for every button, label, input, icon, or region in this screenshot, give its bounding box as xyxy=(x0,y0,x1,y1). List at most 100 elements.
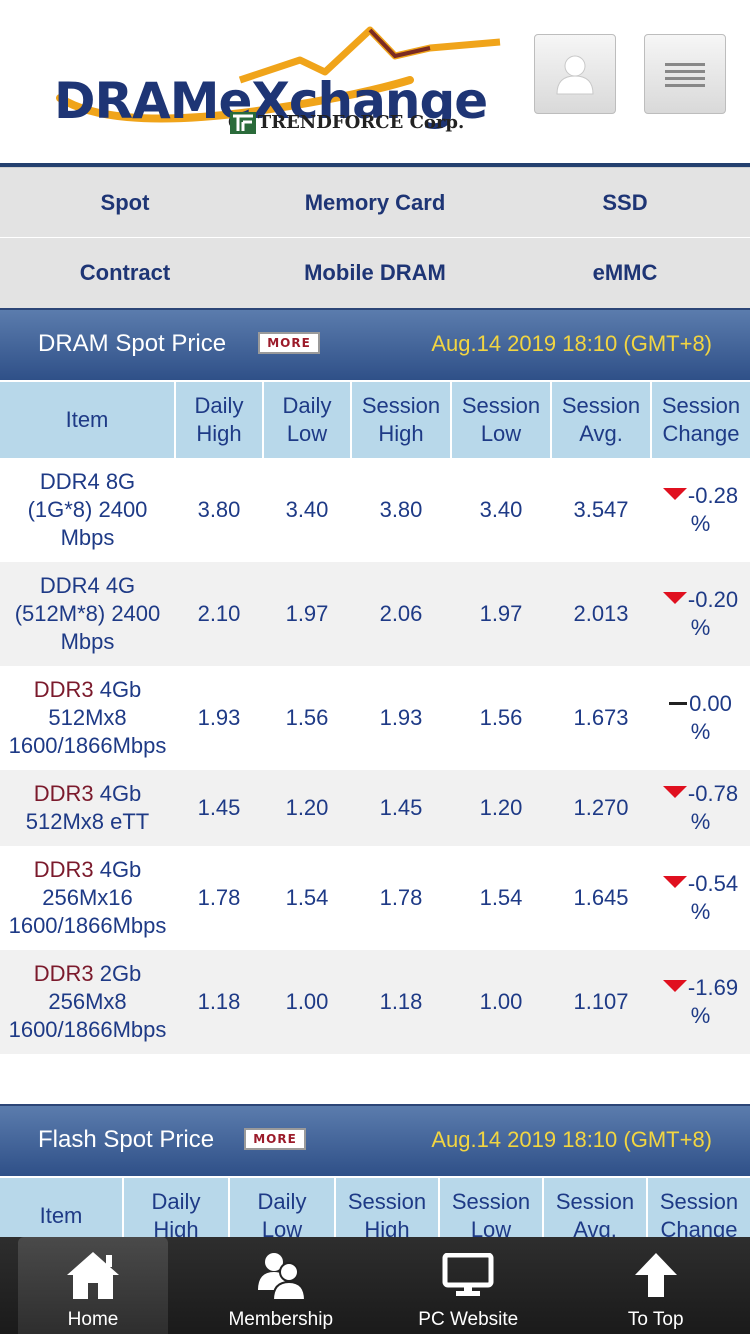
daily-high: 1.93 xyxy=(175,666,263,770)
daily-high: 1.18 xyxy=(175,950,263,1054)
hamburger-menu-button[interactable] xyxy=(644,34,726,114)
item-name: DDR3 4Gb 256Mx16 1600/1866Mbps xyxy=(0,846,175,950)
nav-emmc[interactable]: eMMC xyxy=(592,260,658,285)
flat-dash-icon xyxy=(669,702,688,705)
bottom-nav-pc-website-label: PC Website xyxy=(418,1309,519,1330)
nav-mobile-dram[interactable]: Mobile DRAM xyxy=(304,260,446,285)
more-button[interactable]: MORE xyxy=(244,1128,306,1150)
section-title: DRAM Spot Price xyxy=(38,330,227,357)
logo-wordmark: DRAMeXchange xyxy=(54,72,488,130)
col-header-session-low: Session Low xyxy=(451,382,552,458)
user-account-button[interactable] xyxy=(534,34,616,114)
dram-spot-price-header: DRAM Spot Price MORE Aug.14 2019 18:10 (… xyxy=(0,308,750,380)
down-arrow-icon xyxy=(662,592,687,604)
desktop-monitor-icon xyxy=(442,1253,494,1296)
table-row[interactable]: DDR3 4Gb 512Mx8 1600/1866Mbps 1.93 1.56 1.… xyxy=(0,666,750,770)
session-change: -0.54% xyxy=(651,846,750,950)
session-low: 1.54 xyxy=(451,846,551,950)
daily-low: 1.20 xyxy=(263,770,351,846)
bottom-nav-pc-website[interactable]: PC Website xyxy=(375,1237,563,1334)
table-header-row: Item Daily High Daily Low Session High Sess… xyxy=(0,382,750,458)
daily-low: 1.56 xyxy=(263,666,351,770)
item-name: DDR4 8G (1G*8) 2400 Mbps xyxy=(0,458,175,562)
daily-high: 1.78 xyxy=(175,846,263,950)
section-timestamp: Aug.14 2019 18:10 (GMT+8) xyxy=(431,1127,712,1152)
nav-contract[interactable]: Contract xyxy=(79,260,171,285)
session-low: 1.00 xyxy=(451,950,551,1054)
daily-low: 1.54 xyxy=(263,846,351,950)
daily-high: 1.45 xyxy=(175,770,263,846)
down-arrow-icon xyxy=(662,786,687,798)
category-nav: Spot Memory Card SSD Contract Mobile DRA… xyxy=(0,167,750,310)
col-header-session-change: Session Change xyxy=(651,382,750,458)
session-high: 1.93 xyxy=(351,666,451,770)
header-divider xyxy=(0,163,750,167)
session-change: -0.78% xyxy=(651,770,750,846)
logo-tagline-suffix: TRENDFORCE Corp. xyxy=(257,112,465,133)
session-change: -0.20% xyxy=(651,562,750,666)
session-avg: 1.107 xyxy=(551,950,651,1054)
table-row[interactable]: DDR3 4Gb 256Mx16 1600/1866Mbps 1.78 1.54 1… xyxy=(0,846,750,950)
session-low: 3.40 xyxy=(451,458,551,562)
bottom-nav-to-top-label: To Top xyxy=(627,1309,684,1330)
table-row[interactable]: DDR4 4G (512M*8) 2400 Mbps 2.10 1.97 2.06 … xyxy=(0,562,750,666)
flash-spot-price-header: Flash Spot Price MORE Aug.14 2019 18:10 … xyxy=(0,1104,750,1176)
arrow-up-icon xyxy=(634,1253,677,1297)
item-name: DDR3 2Gb 256Mx8 1600/1866Mbps xyxy=(0,950,175,1054)
down-arrow-icon xyxy=(662,980,687,992)
bottom-nav-bar: Home Membership PC Website xyxy=(0,1237,750,1334)
item-name: DDR4 4G (512M*8) 2400 Mbps xyxy=(0,562,175,666)
session-avg: 2.013 xyxy=(551,562,651,666)
session-high: 1.78 xyxy=(351,846,451,950)
dramexchange-logo[interactable]: DRAMeXchange Of TRENDFORCE Corp. xyxy=(50,20,505,140)
col-header-session-avg: Session Avg. xyxy=(551,382,652,458)
session-high: 2.06 xyxy=(351,562,451,666)
section-title: Flash Spot Price xyxy=(38,1126,215,1153)
daily-low: 1.97 xyxy=(263,562,351,666)
bottom-nav-membership[interactable]: Membership xyxy=(187,1237,375,1334)
down-arrow-icon xyxy=(662,876,687,888)
nav-ssd[interactable]: SSD xyxy=(602,189,648,215)
logo-tagline: Of TRENDFORCE Corp. xyxy=(228,112,465,134)
bottom-nav-home-label: Home xyxy=(67,1309,119,1330)
session-low: 1.97 xyxy=(451,562,551,666)
session-change: -1.69% xyxy=(651,950,750,1054)
session-change: -0.28% xyxy=(651,458,750,562)
category-nav-row: Spot Memory Card SSD xyxy=(0,167,750,238)
bottom-nav-home[interactable]: Home xyxy=(18,1237,168,1334)
session-high: 1.18 xyxy=(351,950,451,1054)
table-row[interactable]: DDR3 4Gb 512Mx8 eTT 1.45 1.20 1.45 1.20 1… xyxy=(0,770,750,846)
app-header: DRAMeXchange Of TRENDFORCE Corp. xyxy=(0,0,750,167)
home-icon xyxy=(67,1252,119,1299)
bottom-nav-membership-label: Membership xyxy=(228,1309,334,1330)
session-avg: 1.645 xyxy=(551,846,651,950)
section-timestamp: Aug.14 2019 18:10 (GMT+8) xyxy=(431,331,712,356)
trendforce-mark-icon xyxy=(230,112,256,134)
daily-low: 1.00 xyxy=(263,950,351,1054)
item-name: DDR3 4Gb 512Mx8 1600/1866Mbps xyxy=(0,666,175,770)
session-change: 0.00% xyxy=(651,666,750,770)
col-header-daily-high: Daily High xyxy=(175,382,264,458)
dram-spot-price-table: Item Daily High Daily Low Session High Sess… xyxy=(0,382,750,1054)
members-icon xyxy=(257,1253,306,1300)
category-nav-row: Contract Mobile DRAM eMMC xyxy=(0,238,750,309)
bottom-nav-to-top[interactable]: To Top xyxy=(562,1237,750,1334)
table-row[interactable]: DDR4 8G (1G*8) 2400 Mbps 3.80 3.40 3.80 3.… xyxy=(0,458,750,562)
daily-high: 2.10 xyxy=(175,562,263,666)
session-low: 1.20 xyxy=(451,770,551,846)
user-icon xyxy=(556,55,594,95)
more-button[interactable]: MORE xyxy=(258,332,320,354)
session-low: 1.56 xyxy=(451,666,551,770)
nav-spot[interactable]: Spot xyxy=(100,189,150,215)
table-row[interactable]: DDR3 2Gb 256Mx8 1600/1866Mbps 1.18 1.00 1.… xyxy=(0,950,750,1054)
daily-low: 3.40 xyxy=(263,458,351,562)
col-header-session-high: Session High xyxy=(351,382,452,458)
session-avg: 1.270 xyxy=(551,770,651,846)
nav-memory-card[interactable]: Memory Card xyxy=(304,189,446,215)
col-header-item: Item xyxy=(0,382,176,458)
daily-high: 3.80 xyxy=(175,458,263,562)
session-avg: 3.547 xyxy=(551,458,651,562)
item-name: DDR3 4Gb 512Mx8 eTT xyxy=(0,770,175,846)
down-arrow-icon xyxy=(662,488,687,500)
hamburger-icon xyxy=(665,63,705,87)
